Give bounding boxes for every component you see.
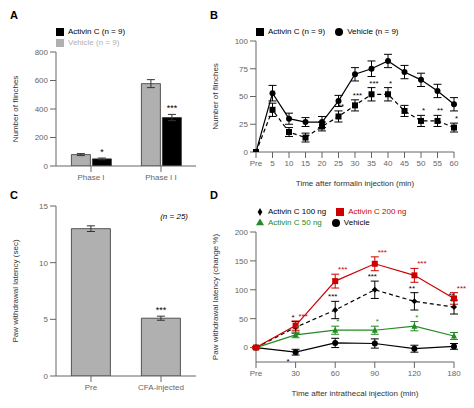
svg-text:*: * <box>376 317 379 326</box>
svg-text:***: *** <box>328 292 337 301</box>
svg-text:200: 200 <box>235 228 249 237</box>
html-text:Activin C (n = 9): Activin C (n = 9) <box>268 27 326 36</box>
svg-text:400: 400 <box>35 105 49 114</box>
svg-text:Paw withdrawal latency (change: Paw withdrawal latency (change %) <box>211 234 220 361</box>
svg-text:*: * <box>455 114 458 123</box>
svg-text:Number of flinches: Number of flinches <box>11 76 20 143</box>
svg-text:Time after formalin injection: Time after formalin injection (min) <box>296 179 415 188</box>
svg-text:*: * <box>287 357 290 366</box>
html-text:Activin C 100 ng: Activin C 100 ng <box>268 207 327 216</box>
svg-text:***: *** <box>167 103 178 113</box>
svg-text:60: 60 <box>331 369 340 378</box>
html-text:C: C <box>10 189 18 201</box>
html-text:Vehicle: Vehicle <box>343 218 370 227</box>
svg-text:Phase I: Phase I <box>77 173 104 182</box>
svg-text:45: 45 <box>400 159 409 168</box>
svg-text:30: 30 <box>351 159 360 168</box>
svg-text:75: 75 <box>239 65 248 74</box>
svg-text:*: * <box>292 313 295 322</box>
svg-text:*: * <box>389 79 392 88</box>
svg-text:Time after intrathecal injecti: Time after intrathecal injection (min) <box>292 389 419 398</box>
html-text:B: B <box>210 9 218 21</box>
svg-text:180: 180 <box>447 369 461 378</box>
svg-text:***: *** <box>378 248 387 257</box>
svg-text:CFA-injected: CFA-injected <box>138 383 184 392</box>
svg-text:*: * <box>100 147 104 157</box>
html-text:Vehicle (n = 9): Vehicle (n = 9) <box>68 38 120 47</box>
svg-text:10: 10 <box>39 259 48 268</box>
svg-text:90: 90 <box>370 369 379 378</box>
svg-text:***: *** <box>369 79 378 88</box>
svg-text:Pre: Pre <box>250 159 263 168</box>
svg-text:*: * <box>422 106 425 115</box>
svg-text:60: 60 <box>450 159 459 168</box>
html-text:D: D <box>210 189 218 201</box>
svg-text:**: ** <box>338 102 344 111</box>
svg-text:600: 600 <box>35 76 49 85</box>
html-text:Activin C (n = 9): Activin C (n = 9) <box>68 27 126 36</box>
svg-text:Pre: Pre <box>85 383 98 392</box>
svg-text:***: *** <box>457 284 466 293</box>
svg-text:0: 0 <box>44 372 49 381</box>
svg-text:35: 35 <box>367 159 376 168</box>
svg-text:120: 120 <box>408 369 422 378</box>
svg-text:15: 15 <box>39 202 48 211</box>
html-text:(n = 25): (n = 25) <box>160 212 188 221</box>
svg-text:*: * <box>415 313 418 322</box>
svg-text:100: 100 <box>235 286 249 295</box>
html-text:Activin C 50 ng: Activin C 50 ng <box>268 218 322 227</box>
svg-text:15: 15 <box>301 159 310 168</box>
svg-text:**: ** <box>448 291 454 300</box>
svg-text:Phase I I: Phase I I <box>145 173 177 182</box>
svg-text:40: 40 <box>384 159 393 168</box>
svg-text:50: 50 <box>239 315 248 324</box>
svg-text:200: 200 <box>35 133 49 142</box>
html-text:Activin C 200 ng: Activin C 200 ng <box>348 207 407 216</box>
svg-text:*: * <box>297 323 300 332</box>
svg-text:100: 100 <box>235 37 249 46</box>
svg-text:800: 800 <box>35 48 49 57</box>
svg-text:***: *** <box>368 272 377 281</box>
svg-text:*: * <box>336 317 339 326</box>
svg-text:***: *** <box>353 91 362 100</box>
svg-text:30: 30 <box>291 369 300 378</box>
svg-text:25: 25 <box>239 120 248 129</box>
svg-text:Paw withdrawal latency (sec): Paw withdrawal latency (sec) <box>11 239 20 342</box>
svg-text:**: ** <box>409 284 415 293</box>
svg-text:25: 25 <box>334 159 343 168</box>
svg-text:0: 0 <box>244 343 249 352</box>
svg-text:***: *** <box>338 265 347 274</box>
svg-text:Number of flinches: Number of flinches <box>211 63 220 130</box>
svg-text:50: 50 <box>417 159 426 168</box>
svg-text:***: *** <box>417 259 426 268</box>
svg-text:55: 55 <box>433 159 442 168</box>
html-text:Vehicle (n = 9): Vehicle (n = 9) <box>347 27 399 36</box>
svg-text:50: 50 <box>239 92 248 101</box>
svg-text:0: 0 <box>44 162 49 171</box>
svg-text:20: 20 <box>318 159 327 168</box>
svg-text:***: *** <box>156 305 167 315</box>
svg-text:**: ** <box>437 106 443 115</box>
svg-text:***: *** <box>298 312 307 321</box>
svg-text:5: 5 <box>270 159 275 168</box>
svg-text:150: 150 <box>235 257 249 266</box>
svg-text:5: 5 <box>44 315 49 324</box>
svg-text:0: 0 <box>244 148 249 157</box>
html-text:A: A <box>10 9 18 21</box>
svg-text:10: 10 <box>285 159 294 168</box>
svg-text:Pre: Pre <box>250 369 263 378</box>
